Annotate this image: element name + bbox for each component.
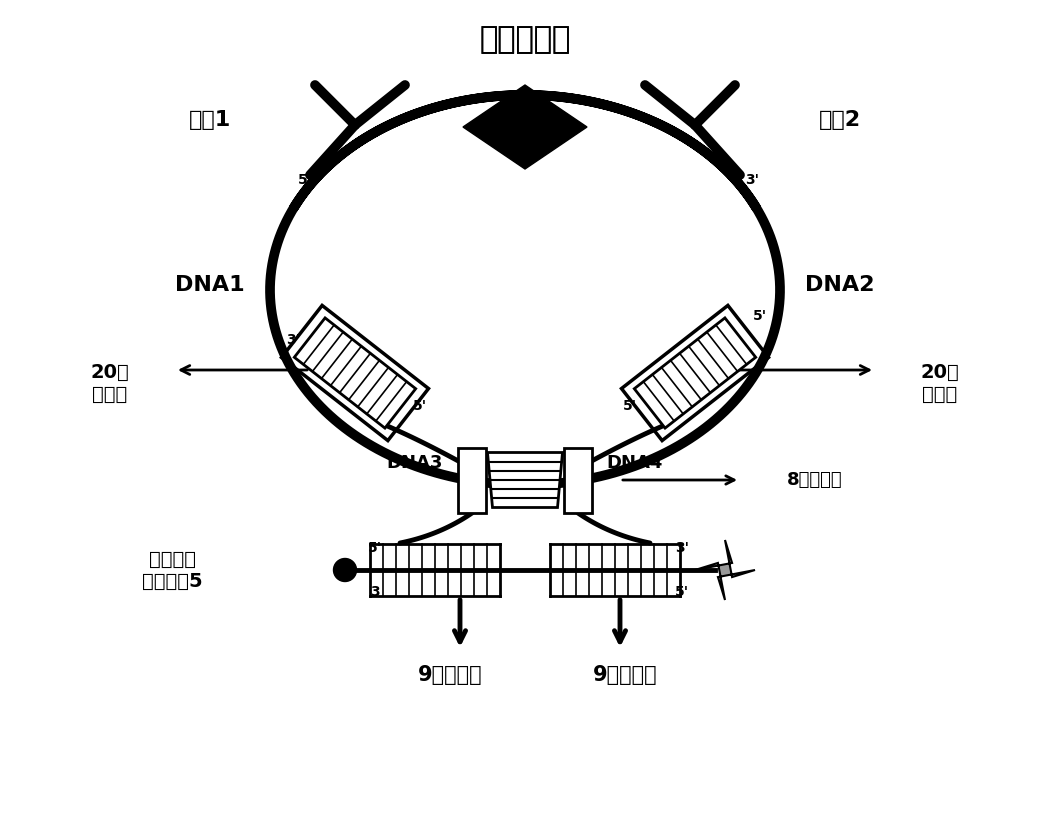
Text: 抗体1: 抗体1: [189, 110, 231, 130]
Circle shape: [334, 559, 357, 581]
Text: 3': 3': [286, 333, 300, 347]
Text: 20个
碱基对: 20个 碱基对: [921, 362, 960, 403]
Text: 目标蛋白质: 目标蛋白质: [480, 26, 570, 54]
Text: 3': 3': [746, 173, 759, 187]
Text: 3: 3: [371, 585, 380, 599]
Text: 20个
碱基对: 20个 碱基对: [90, 362, 129, 403]
Text: 5': 5': [675, 585, 689, 599]
Text: DNA3: DNA3: [386, 454, 443, 472]
Text: 9个碱基对: 9个碱基对: [592, 665, 657, 685]
Text: 5': 5': [298, 173, 312, 187]
Polygon shape: [487, 453, 563, 508]
Text: 3': 3': [675, 541, 689, 555]
Text: DNA1: DNA1: [175, 275, 245, 295]
Bar: [564, 448, 592, 513]
Bar: [458, 448, 486, 513]
Text: 5': 5': [368, 541, 382, 555]
Text: DNA4: DNA4: [607, 454, 664, 472]
Text: 9个碱基对: 9个碱基对: [418, 665, 482, 685]
Text: 被打开的
分子灯标5: 被打开的 分子灯标5: [142, 549, 203, 590]
Polygon shape: [634, 318, 756, 428]
Polygon shape: [695, 540, 755, 600]
Text: 目标蛋白质: 目标蛋白质: [480, 26, 570, 54]
Text: 5': 5': [623, 398, 637, 412]
Text: 抗体2: 抗体2: [819, 110, 861, 130]
Polygon shape: [294, 318, 416, 428]
Text: DNA2: DNA2: [805, 275, 875, 295]
Text: 5': 5': [753, 309, 768, 323]
Polygon shape: [463, 85, 587, 169]
Text: 5': 5': [413, 398, 427, 412]
Text: 8个碱基对: 8个碱基对: [788, 471, 843, 489]
